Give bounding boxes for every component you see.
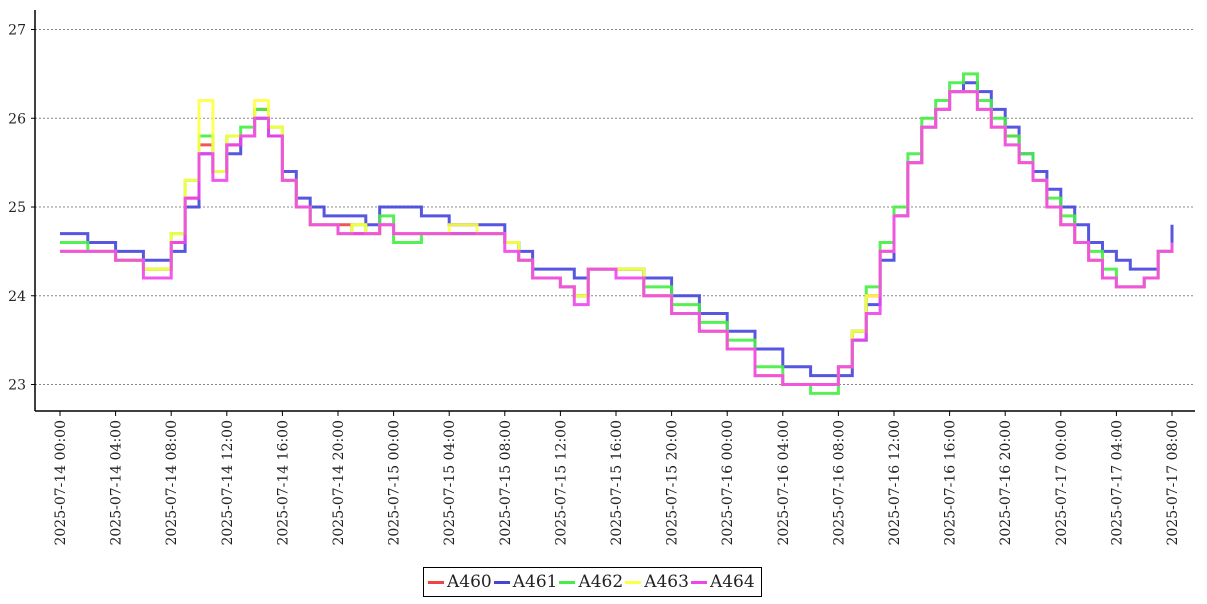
x-tick-label: 2025-07-14 04:00 — [109, 420, 125, 546]
x-tick-label: 2025-07-16 12:00 — [887, 420, 903, 546]
y-tick-labels: 23 24 25 26 27 — [8, 23, 35, 394]
x-tick-label: 2025-07-17 04:00 — [1109, 420, 1125, 546]
y-tick-label: 27 — [8, 23, 26, 39]
x-tick-label: 2025-07-15 12:00 — [553, 420, 569, 546]
series-line-a462 — [60, 72, 1174, 395]
legend-item-a463: A463 — [625, 572, 689, 592]
x-tick-label: 2025-07-16 04:00 — [776, 420, 792, 546]
x-tick-label: 2025-07-16 08:00 — [831, 420, 847, 546]
x-tick-label: 2025-07-15 00:00 — [387, 420, 403, 546]
x-tick-label: 2025-07-17 00:00 — [1054, 420, 1070, 546]
x-tick-label: 2025-07-14 12:00 — [220, 420, 236, 546]
x-tick-label: 2025-07-16 16:00 — [943, 420, 959, 546]
legend-item-a464: A464 — [690, 572, 755, 592]
x-tick-label: 2025-07-15 16:00 — [609, 420, 625, 546]
legend-label: A462 — [578, 572, 624, 592]
y-tick-label: 26 — [8, 111, 26, 127]
legend-label: A464 — [709, 572, 755, 592]
legend-item-a462: A462 — [559, 572, 623, 592]
y-tick-label: 23 — [8, 378, 26, 394]
series-line-a464 — [60, 90, 1174, 386]
chart-legend: A460 A461 A462 A463 A464 — [423, 567, 762, 597]
x-tick-label: 2025-07-15 20:00 — [665, 420, 681, 546]
legend-swatch — [559, 580, 576, 584]
y-tick-label: 24 — [8, 289, 26, 305]
legend-label: A461 — [512, 572, 558, 592]
series-lines — [60, 72, 1174, 395]
legend-swatch — [493, 580, 510, 584]
x-tick-label: 2025-07-17 08:00 — [1165, 420, 1181, 546]
legend-item-a460: A460 — [428, 572, 492, 592]
grid-lines — [35, 29, 1195, 385]
x-tick-labels: 2025-07-14 00:00 2025-07-14 04:00 2025-07-… — [53, 411, 1181, 546]
y-tick-label: 25 — [8, 200, 26, 216]
legend-label: A460 — [447, 572, 492, 592]
x-tick-label: 2025-07-16 20:00 — [998, 420, 1014, 546]
x-tick-label: 2025-07-16 00:00 — [720, 420, 736, 546]
x-tick-label: 2025-07-14 00:00 — [53, 420, 69, 546]
x-tick-label: 2025-07-15 08:00 — [498, 420, 514, 546]
legend-swatch — [625, 580, 642, 584]
x-tick-label: 2025-07-14 08:00 — [164, 420, 180, 546]
legend-label: A463 — [644, 572, 689, 592]
axes — [34, 10, 1195, 412]
x-tick-label: 2025-07-14 16:00 — [275, 420, 291, 546]
x-tick-label: 2025-07-14 20:00 — [331, 420, 347, 546]
legend-item-a461: A461 — [493, 572, 558, 592]
x-tick-label: 2025-07-15 04:00 — [442, 420, 458, 546]
legend-swatch — [690, 580, 707, 584]
legend-swatch — [428, 580, 444, 584]
